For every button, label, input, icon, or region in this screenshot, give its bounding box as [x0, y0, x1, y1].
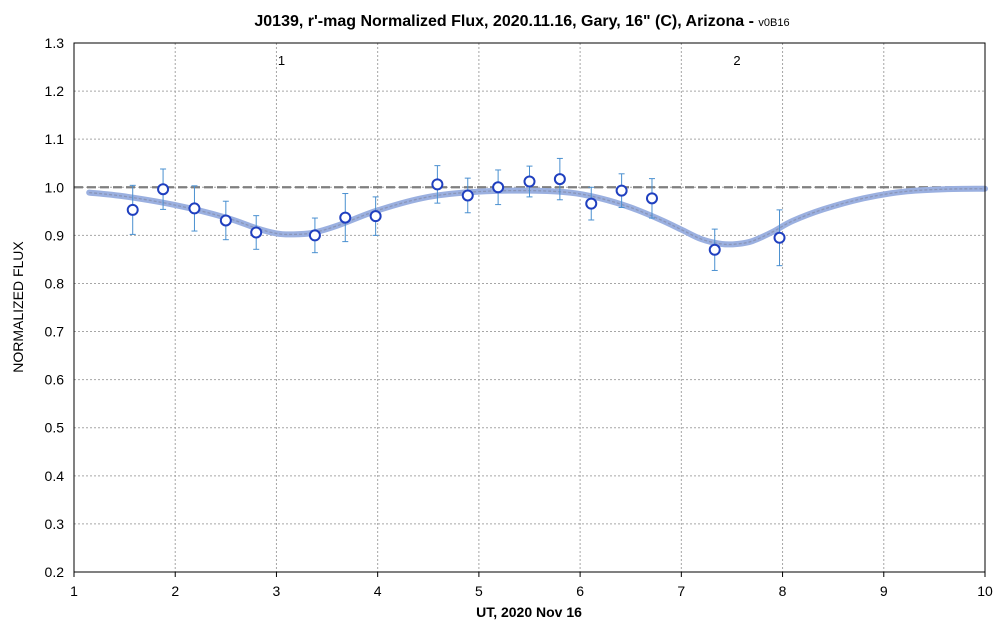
axis-ticks: 0.20.30.40.50.60.70.80.91.01.11.21.31 2 3 4… [45, 35, 993, 599]
y-tick-label: 0.8 [45, 275, 65, 291]
model-curve-group [86, 185, 988, 248]
x-tick-label: 2 [171, 583, 179, 599]
plot-area [74, 43, 985, 572]
y-tick-label: 0.9 [45, 227, 65, 243]
plot-border [73, 42, 986, 573]
x-tick-label: 1 [70, 583, 78, 599]
chart-title: J0139, r'-mag Normalized Flux, 2020.11.1… [254, 13, 789, 30]
y-tick-label: 1.0 [45, 179, 65, 195]
y-tick-label: 0.6 [45, 372, 65, 388]
model-curve-core [89, 188, 986, 246]
annotation-label: 2 [733, 53, 740, 68]
x-tick-label: 6 [576, 583, 584, 599]
x-tick-label: 8 [779, 583, 787, 599]
data-point [461, 189, 474, 202]
data-point [773, 231, 786, 244]
data-point [369, 210, 382, 223]
y-tick-label: 1.1 [45, 131, 65, 147]
data-point [188, 202, 201, 215]
x-tick-label: 5 [475, 583, 483, 599]
x-tick-label: 7 [677, 583, 685, 599]
data-point [615, 184, 628, 197]
data-point [157, 183, 170, 196]
x-tick-label: 4 [374, 583, 382, 599]
y-tick-label: 0.7 [45, 324, 65, 340]
data-point [553, 173, 566, 186]
y-axis-title: NORMALIZED FLUX [10, 241, 26, 373]
data-point [339, 211, 352, 224]
data-points [126, 173, 786, 256]
chart-title-main: J0139, r'-mag Normalized Flux, 2020.11.1… [254, 13, 758, 30]
y-tick-label: 1.2 [45, 83, 65, 99]
x-tick-label: 9 [880, 583, 888, 599]
x-tick-label: 10 [977, 583, 993, 599]
data-point [308, 229, 321, 242]
grid [74, 43, 985, 572]
data-point [645, 192, 658, 205]
data-point [126, 203, 139, 216]
data-point [219, 214, 232, 227]
y-tick-label: 1.3 [45, 35, 65, 51]
y-tick-label: 0.3 [45, 516, 65, 532]
x-tick-label: 3 [273, 583, 281, 599]
annotation-label: 1 [278, 53, 285, 68]
y-tick-label: 0.2 [45, 564, 65, 580]
data-point [250, 226, 263, 239]
data-point [492, 181, 505, 194]
chart-title-suffix: v0B16 [758, 17, 789, 29]
y-tick-label: 0.5 [45, 420, 65, 436]
data-point [708, 243, 721, 256]
y-tick-label: 0.4 [45, 468, 65, 484]
data-point [523, 175, 536, 188]
data-point [585, 197, 598, 210]
x-axis-title: UT, 2020 Nov 16 [476, 604, 582, 620]
data-point [431, 178, 444, 191]
